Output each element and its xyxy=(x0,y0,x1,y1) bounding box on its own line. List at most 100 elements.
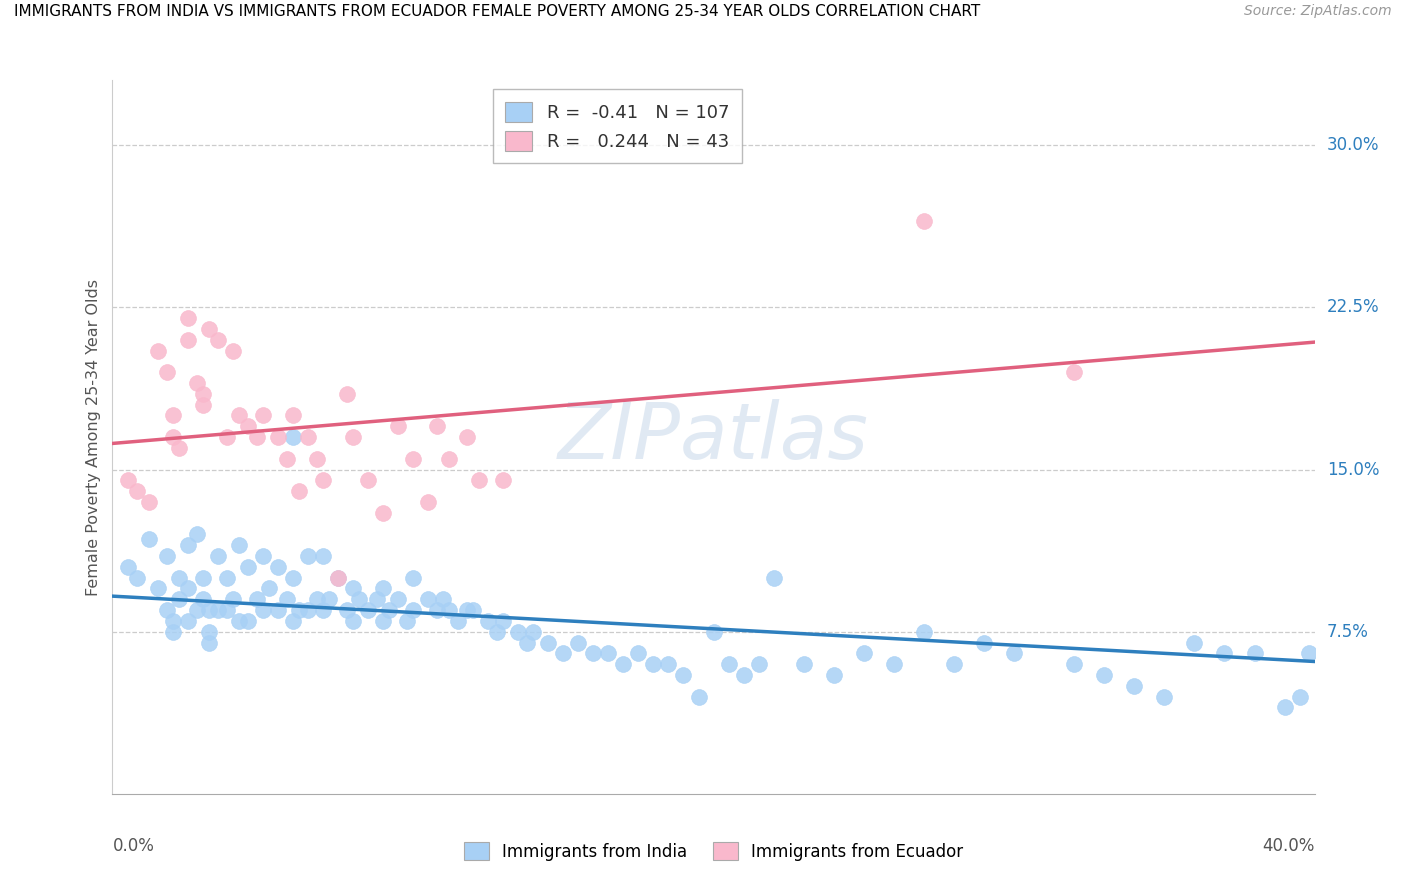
Point xyxy=(477,614,499,628)
Point xyxy=(912,624,935,639)
Point xyxy=(288,484,311,499)
Text: 15.0%: 15.0% xyxy=(1327,460,1379,478)
Point xyxy=(437,451,460,466)
Point xyxy=(207,603,229,617)
Point xyxy=(312,549,335,563)
Point xyxy=(1184,635,1206,649)
Point xyxy=(191,398,214,412)
Point xyxy=(276,592,298,607)
Point xyxy=(387,419,409,434)
Point xyxy=(567,635,589,649)
Point xyxy=(167,571,190,585)
Point xyxy=(191,592,214,607)
Point xyxy=(138,532,160,546)
Point xyxy=(281,430,304,444)
Point xyxy=(176,333,198,347)
Point xyxy=(973,635,995,649)
Point xyxy=(281,614,304,628)
Point xyxy=(492,473,515,487)
Point xyxy=(468,473,491,487)
Point xyxy=(252,409,274,423)
Point xyxy=(197,624,219,639)
Point xyxy=(186,603,208,617)
Point xyxy=(643,657,665,672)
Point xyxy=(1002,646,1025,660)
Point xyxy=(191,571,214,585)
Point xyxy=(553,646,575,660)
Point xyxy=(1123,679,1146,693)
Point xyxy=(447,614,470,628)
Point xyxy=(162,614,184,628)
Point xyxy=(342,430,364,444)
Point xyxy=(883,657,905,672)
Point xyxy=(852,646,875,660)
Point xyxy=(117,559,139,574)
Point xyxy=(1288,690,1310,704)
Point xyxy=(267,559,290,574)
Point xyxy=(672,668,695,682)
Point xyxy=(1063,657,1085,672)
Point xyxy=(1063,365,1085,379)
Point xyxy=(186,527,208,541)
Point xyxy=(125,484,148,499)
Point xyxy=(207,549,229,563)
Point xyxy=(402,603,425,617)
Point xyxy=(162,409,184,423)
Point xyxy=(461,603,484,617)
Point xyxy=(186,376,208,390)
Point xyxy=(627,646,650,660)
Text: 40.0%: 40.0% xyxy=(1263,837,1315,855)
Point xyxy=(246,592,269,607)
Point xyxy=(222,592,245,607)
Point xyxy=(1153,690,1175,704)
Point xyxy=(1092,668,1115,682)
Point xyxy=(228,409,250,423)
Point xyxy=(288,603,311,617)
Point xyxy=(176,582,198,596)
Point xyxy=(371,506,394,520)
Text: ZIPatlas: ZIPatlas xyxy=(558,399,869,475)
Point xyxy=(326,571,349,585)
Point xyxy=(688,690,710,704)
Point xyxy=(167,592,190,607)
Point xyxy=(378,603,401,617)
Point xyxy=(342,582,364,596)
Point xyxy=(357,603,380,617)
Point xyxy=(456,430,478,444)
Point xyxy=(416,495,439,509)
Point xyxy=(236,419,259,434)
Point xyxy=(236,559,259,574)
Point xyxy=(176,311,198,326)
Point xyxy=(236,614,259,628)
Point xyxy=(155,603,177,617)
Point xyxy=(318,592,340,607)
Point xyxy=(215,571,238,585)
Text: 0.0%: 0.0% xyxy=(112,837,155,855)
Point xyxy=(267,603,290,617)
Point xyxy=(215,430,238,444)
Point xyxy=(1213,646,1236,660)
Point xyxy=(228,538,250,552)
Point xyxy=(176,614,198,628)
Point xyxy=(522,624,544,639)
Point xyxy=(312,603,335,617)
Text: Source: ZipAtlas.com: Source: ZipAtlas.com xyxy=(1244,4,1392,19)
Point xyxy=(1243,646,1265,660)
Point xyxy=(117,473,139,487)
Point xyxy=(257,582,280,596)
Point xyxy=(793,657,815,672)
Point xyxy=(215,603,238,617)
Point xyxy=(717,657,740,672)
Point xyxy=(702,624,725,639)
Point xyxy=(276,451,298,466)
Point xyxy=(357,473,380,487)
Point xyxy=(748,657,770,672)
Point xyxy=(228,614,250,628)
Point xyxy=(402,451,425,466)
Point xyxy=(371,582,394,596)
Point xyxy=(197,322,219,336)
Point xyxy=(942,657,965,672)
Point xyxy=(1274,700,1296,714)
Point xyxy=(492,614,515,628)
Point xyxy=(176,538,198,552)
